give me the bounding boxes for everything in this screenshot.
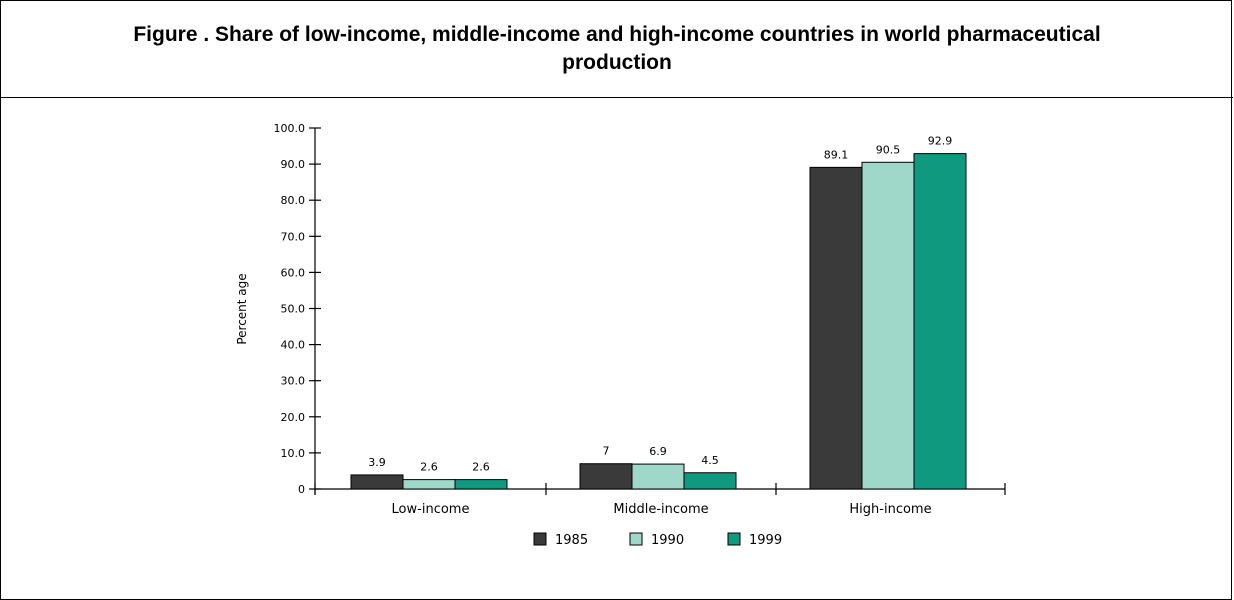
bar-1999-low-income <box>454 479 508 490</box>
data-label: 4.5 <box>701 454 719 467</box>
data-label: 89.1 <box>824 148 849 161</box>
bar-1990-middle-income <box>631 463 685 490</box>
y-axis-title: Percent age <box>235 273 249 344</box>
data-label: 92.9 <box>928 135 953 148</box>
legend-label-1990: 1990 <box>651 533 684 548</box>
bar-1985-high-income <box>809 166 863 490</box>
title-box: Figure . Share of low-income, middle-inc… <box>1 1 1233 98</box>
y-tick-label: 100.0 <box>274 122 306 135</box>
data-label: 2.6 <box>472 461 490 474</box>
bar-1990-high-income <box>861 161 915 490</box>
chart-bars <box>350 153 967 490</box>
chart-labels: 3.9 2.6 2.6 Low-income 7 6.9 4.5 Middle-income 8… <box>368 135 952 517</box>
chart-legend: 1985 1990 1999 <box>533 532 782 548</box>
legend-swatch-1985 <box>533 532 547 546</box>
bar-1990-low-income <box>402 479 456 490</box>
y-tick-label: 0 <box>298 483 305 496</box>
bar-1985-middle-income <box>579 463 633 490</box>
y-tick-label: 50.0 <box>281 303 306 316</box>
y-tick-label: 20.0 <box>281 411 306 424</box>
y-tick-label: 70.0 <box>281 230 306 243</box>
data-label: 90.5 <box>876 143 901 156</box>
bar-1985-low-income <box>350 474 404 490</box>
legend-label-1999: 1999 <box>749 533 782 548</box>
legend-swatch-1999 <box>727 532 741 546</box>
x-category-label: High-income <box>849 502 931 517</box>
bar-1999-middle-income <box>683 472 737 490</box>
figure-title: Figure . Share of low-income, middle-inc… <box>133 23 1101 74</box>
y-tick-label: 80.0 <box>281 194 306 207</box>
bar-1999-high-income <box>913 153 967 490</box>
y-tick-label: 10.0 <box>281 447 306 460</box>
y-tick-label: 40.0 <box>281 339 306 352</box>
bar-chart: 0 10.0 20.0 30.0 40.0 50.0 60.0 70.0 80.0 90.0 100… <box>235 122 1006 548</box>
x-category-label: Middle-income <box>613 502 708 517</box>
y-tick-label: 30.0 <box>281 375 306 388</box>
data-label: 3.9 <box>368 456 386 469</box>
data-label: 6.9 <box>649 445 667 458</box>
y-tick-label: 60.0 <box>281 266 306 279</box>
legend-swatch-1990 <box>629 532 643 546</box>
y-tick-label: 90.0 <box>281 158 306 171</box>
legend-label-1985: 1985 <box>555 533 588 548</box>
data-label: 7 <box>603 445 610 458</box>
x-category-label: Low-income <box>392 502 470 517</box>
data-label: 2.6 <box>420 461 438 474</box>
